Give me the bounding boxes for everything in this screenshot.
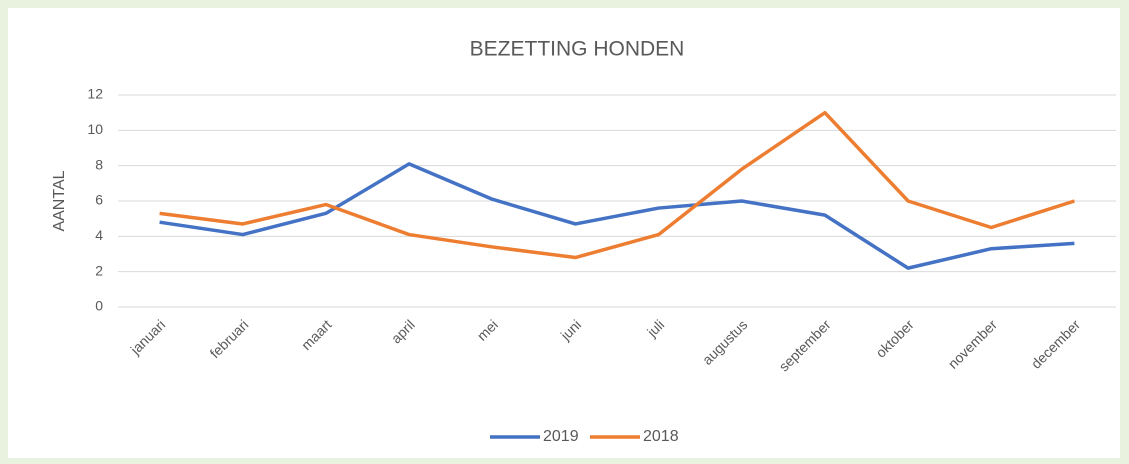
y-tick-label: 4 [95, 227, 103, 243]
chart-area [8, 8, 1120, 458]
y-tick-label: 2 [95, 262, 103, 278]
chart-title: BEZETTING HONDEN [470, 38, 685, 61]
y-tick-label: 8 [95, 156, 103, 172]
line-series [159, 162, 1075, 270]
y-tick-label: 0 [95, 298, 103, 314]
y-tick-label: 12 [87, 86, 103, 102]
legend-label: 2018 [643, 428, 679, 445]
y-axis-label: AANTAL [51, 170, 68, 231]
y-tick-label: 6 [95, 192, 103, 208]
line-series [159, 110, 1075, 260]
legend-label: 2019 [543, 428, 579, 445]
y-tick-label: 10 [87, 121, 103, 137]
